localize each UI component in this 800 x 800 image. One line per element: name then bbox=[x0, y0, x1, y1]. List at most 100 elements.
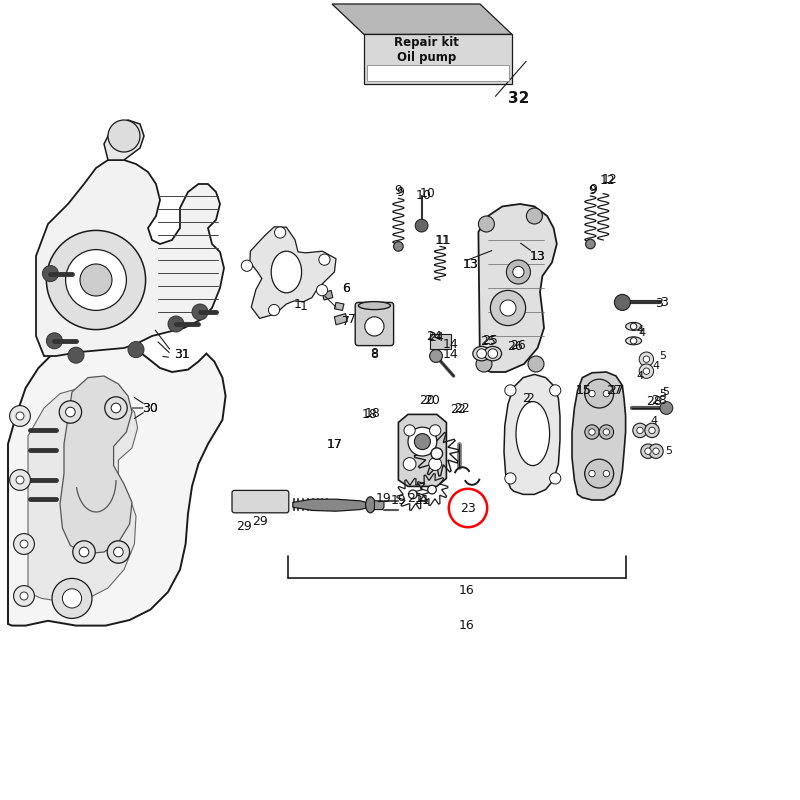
Circle shape bbox=[414, 434, 430, 450]
Text: 13: 13 bbox=[530, 250, 546, 262]
Text: 19: 19 bbox=[376, 492, 392, 505]
Text: 6: 6 bbox=[342, 282, 350, 294]
Text: 6: 6 bbox=[342, 282, 350, 294]
Circle shape bbox=[585, 466, 599, 481]
Circle shape bbox=[550, 385, 561, 396]
Text: 31: 31 bbox=[174, 348, 190, 361]
Circle shape bbox=[429, 458, 442, 470]
Text: 21: 21 bbox=[414, 494, 430, 506]
Circle shape bbox=[643, 368, 650, 374]
Text: 3: 3 bbox=[655, 297, 663, 310]
Text: 28: 28 bbox=[646, 395, 662, 408]
Text: 9: 9 bbox=[394, 184, 402, 197]
Polygon shape bbox=[8, 338, 226, 626]
Circle shape bbox=[500, 300, 516, 316]
Text: 29: 29 bbox=[252, 515, 268, 528]
Text: 13: 13 bbox=[462, 258, 478, 271]
Text: 16: 16 bbox=[458, 584, 474, 597]
Text: 30: 30 bbox=[142, 402, 158, 414]
Circle shape bbox=[42, 266, 58, 282]
Polygon shape bbox=[572, 372, 626, 500]
Circle shape bbox=[46, 333, 62, 349]
Text: 10: 10 bbox=[416, 189, 432, 202]
Text: 14: 14 bbox=[442, 348, 458, 361]
Text: 11: 11 bbox=[434, 234, 450, 247]
Circle shape bbox=[505, 473, 516, 484]
Text: 25: 25 bbox=[480, 335, 496, 348]
Text: 3: 3 bbox=[660, 296, 668, 309]
Polygon shape bbox=[293, 499, 370, 511]
Circle shape bbox=[488, 349, 498, 358]
Text: 20: 20 bbox=[419, 394, 435, 406]
Circle shape bbox=[16, 412, 24, 420]
Polygon shape bbox=[332, 4, 512, 34]
Ellipse shape bbox=[484, 346, 502, 361]
Text: 2: 2 bbox=[526, 392, 534, 405]
Text: 7: 7 bbox=[342, 315, 350, 328]
Text: 4: 4 bbox=[637, 371, 643, 381]
Circle shape bbox=[599, 386, 614, 401]
Text: 5: 5 bbox=[659, 389, 666, 398]
Circle shape bbox=[505, 385, 516, 396]
Circle shape bbox=[114, 547, 123, 557]
FancyBboxPatch shape bbox=[367, 65, 509, 81]
Circle shape bbox=[645, 423, 659, 438]
Circle shape bbox=[79, 547, 89, 557]
Circle shape bbox=[649, 427, 655, 434]
Text: 8: 8 bbox=[370, 347, 378, 360]
Circle shape bbox=[62, 589, 82, 608]
Circle shape bbox=[66, 407, 75, 417]
Text: 7: 7 bbox=[348, 313, 356, 326]
Ellipse shape bbox=[626, 322, 642, 330]
Text: 15: 15 bbox=[576, 384, 592, 397]
Circle shape bbox=[599, 425, 614, 439]
Polygon shape bbox=[478, 204, 557, 372]
Circle shape bbox=[73, 541, 95, 563]
Text: 15: 15 bbox=[576, 384, 592, 397]
Circle shape bbox=[107, 541, 130, 563]
Circle shape bbox=[168, 316, 184, 332]
Polygon shape bbox=[398, 414, 446, 486]
Text: 1: 1 bbox=[294, 298, 302, 311]
Text: 14: 14 bbox=[442, 338, 458, 350]
Text: 31: 31 bbox=[174, 348, 190, 361]
Polygon shape bbox=[60, 376, 132, 554]
Circle shape bbox=[550, 473, 561, 484]
Polygon shape bbox=[36, 160, 224, 356]
Text: 4: 4 bbox=[637, 325, 643, 334]
Ellipse shape bbox=[271, 251, 302, 293]
Text: 26: 26 bbox=[507, 340, 523, 353]
Circle shape bbox=[641, 444, 655, 458]
Polygon shape bbox=[334, 314, 347, 325]
Circle shape bbox=[476, 356, 492, 372]
Text: 22: 22 bbox=[450, 403, 466, 416]
Circle shape bbox=[105, 397, 127, 419]
Circle shape bbox=[585, 425, 599, 439]
Text: 18: 18 bbox=[365, 407, 381, 420]
Circle shape bbox=[409, 490, 417, 498]
Circle shape bbox=[415, 219, 428, 232]
Polygon shape bbox=[28, 388, 138, 602]
Circle shape bbox=[269, 305, 280, 316]
Circle shape bbox=[633, 423, 647, 438]
Text: 27: 27 bbox=[608, 384, 624, 397]
Text: Repair kit
Oil pump: Repair kit Oil pump bbox=[394, 36, 458, 64]
Circle shape bbox=[10, 470, 30, 490]
Text: 9: 9 bbox=[588, 184, 596, 197]
Circle shape bbox=[586, 239, 595, 249]
Circle shape bbox=[528, 356, 544, 372]
Circle shape bbox=[46, 230, 146, 330]
Circle shape bbox=[490, 290, 526, 326]
Circle shape bbox=[108, 120, 140, 152]
Text: 16: 16 bbox=[458, 619, 474, 632]
Text: 25: 25 bbox=[482, 334, 498, 346]
Circle shape bbox=[319, 254, 330, 266]
Circle shape bbox=[428, 486, 436, 494]
Circle shape bbox=[643, 356, 650, 362]
Ellipse shape bbox=[473, 346, 490, 361]
Polygon shape bbox=[250, 226, 336, 318]
Ellipse shape bbox=[626, 337, 642, 345]
Text: 18: 18 bbox=[362, 408, 378, 421]
Circle shape bbox=[68, 347, 84, 363]
Text: 27: 27 bbox=[606, 384, 622, 397]
